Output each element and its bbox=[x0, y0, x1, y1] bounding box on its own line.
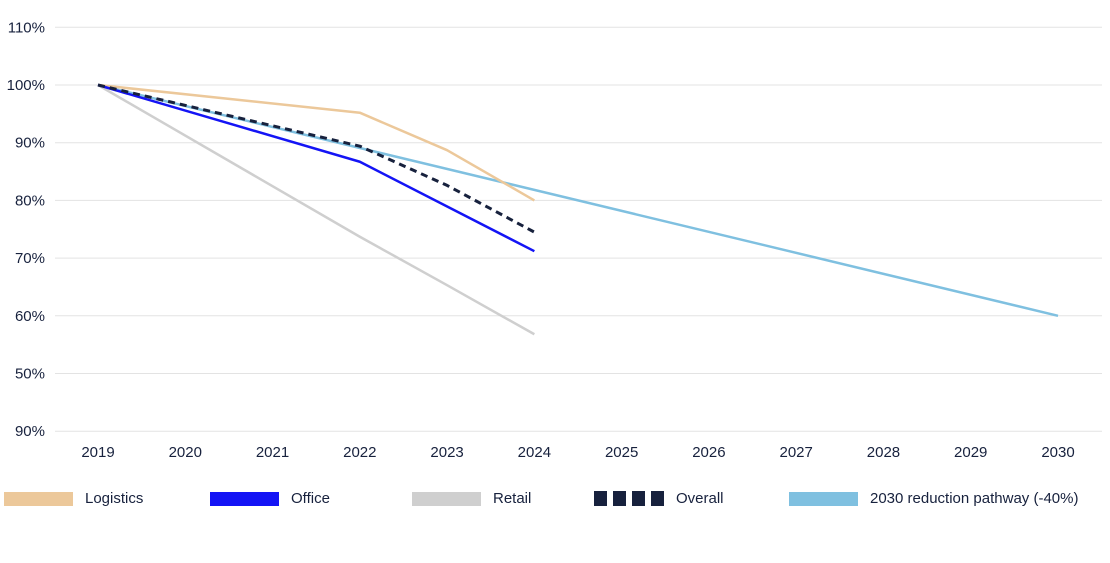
gridlines bbox=[55, 26, 1102, 432]
x-tick-label: 2030 bbox=[1041, 444, 1074, 461]
y-axis: 110% 100% 90% 80% 70% 60% 50% 90% bbox=[7, 19, 45, 440]
y-tick-label: 60% bbox=[15, 308, 45, 325]
x-tick-label: 2028 bbox=[867, 444, 900, 461]
legend-item: Logistics bbox=[4, 490, 143, 507]
x-tick-label: 2022 bbox=[343, 444, 376, 461]
y-tick-label: 110% bbox=[8, 19, 45, 36]
legend-label: Overall bbox=[676, 490, 724, 507]
legend-swatch bbox=[4, 491, 73, 506]
x-tick-label: 2025 bbox=[605, 444, 638, 461]
x-tick-label: 2021 bbox=[256, 444, 289, 461]
y-tick-label: 70% bbox=[15, 250, 45, 267]
legend-item: Office bbox=[210, 490, 330, 507]
legend-label: Office bbox=[291, 490, 330, 507]
y-tick-label: 50% bbox=[15, 366, 45, 383]
x-tick-label: 2026 bbox=[692, 444, 725, 461]
legend-label: 2030 reduction pathway (-40%) bbox=[870, 490, 1079, 507]
series-lines bbox=[97, 83, 1059, 336]
x-axis: 2019 2020 2021 2022 2023 2024 2025 2026 2027 2028… bbox=[81, 444, 1074, 461]
y-tick-label: 90% bbox=[15, 423, 45, 440]
legend-item: Overall bbox=[594, 490, 724, 507]
y-tick-label: 90% bbox=[15, 135, 45, 152]
legend-label: Logistics bbox=[85, 490, 144, 507]
line-chart: 110%100%90%80%70%60%50%90% 2019 2020 2021 2… bbox=[7, 19, 1102, 461]
x-tick-label: 2027 bbox=[779, 444, 812, 461]
legend-label: Retail bbox=[493, 490, 532, 507]
series-line-overall bbox=[97, 83, 536, 234]
y-tick-label: 100% bbox=[7, 77, 45, 94]
series-line-2030-reduction-pathway-40 bbox=[97, 83, 1059, 318]
legend-item: Retail bbox=[412, 490, 531, 507]
legend-swatch bbox=[210, 491, 279, 506]
y-tick-label: 80% bbox=[15, 192, 45, 209]
legend: Logistics Office Retail Overall 2030 reducti… bbox=[0, 490, 1110, 512]
legend-swatch bbox=[594, 491, 664, 506]
legend-swatch bbox=[412, 491, 481, 506]
legend-swatch bbox=[789, 491, 858, 506]
x-tick-label: 2020 bbox=[169, 444, 202, 461]
x-tick-label: 2023 bbox=[430, 444, 463, 461]
x-tick-label: 2024 bbox=[518, 444, 551, 461]
legend-item: 2030 reduction pathway (-40%) bbox=[789, 490, 1078, 507]
series-line-logistics bbox=[97, 83, 535, 202]
x-tick-label: 2019 bbox=[81, 444, 114, 461]
x-tick-label: 2029 bbox=[954, 444, 987, 461]
series-line-retail bbox=[97, 83, 535, 336]
series-line-office bbox=[97, 83, 535, 253]
